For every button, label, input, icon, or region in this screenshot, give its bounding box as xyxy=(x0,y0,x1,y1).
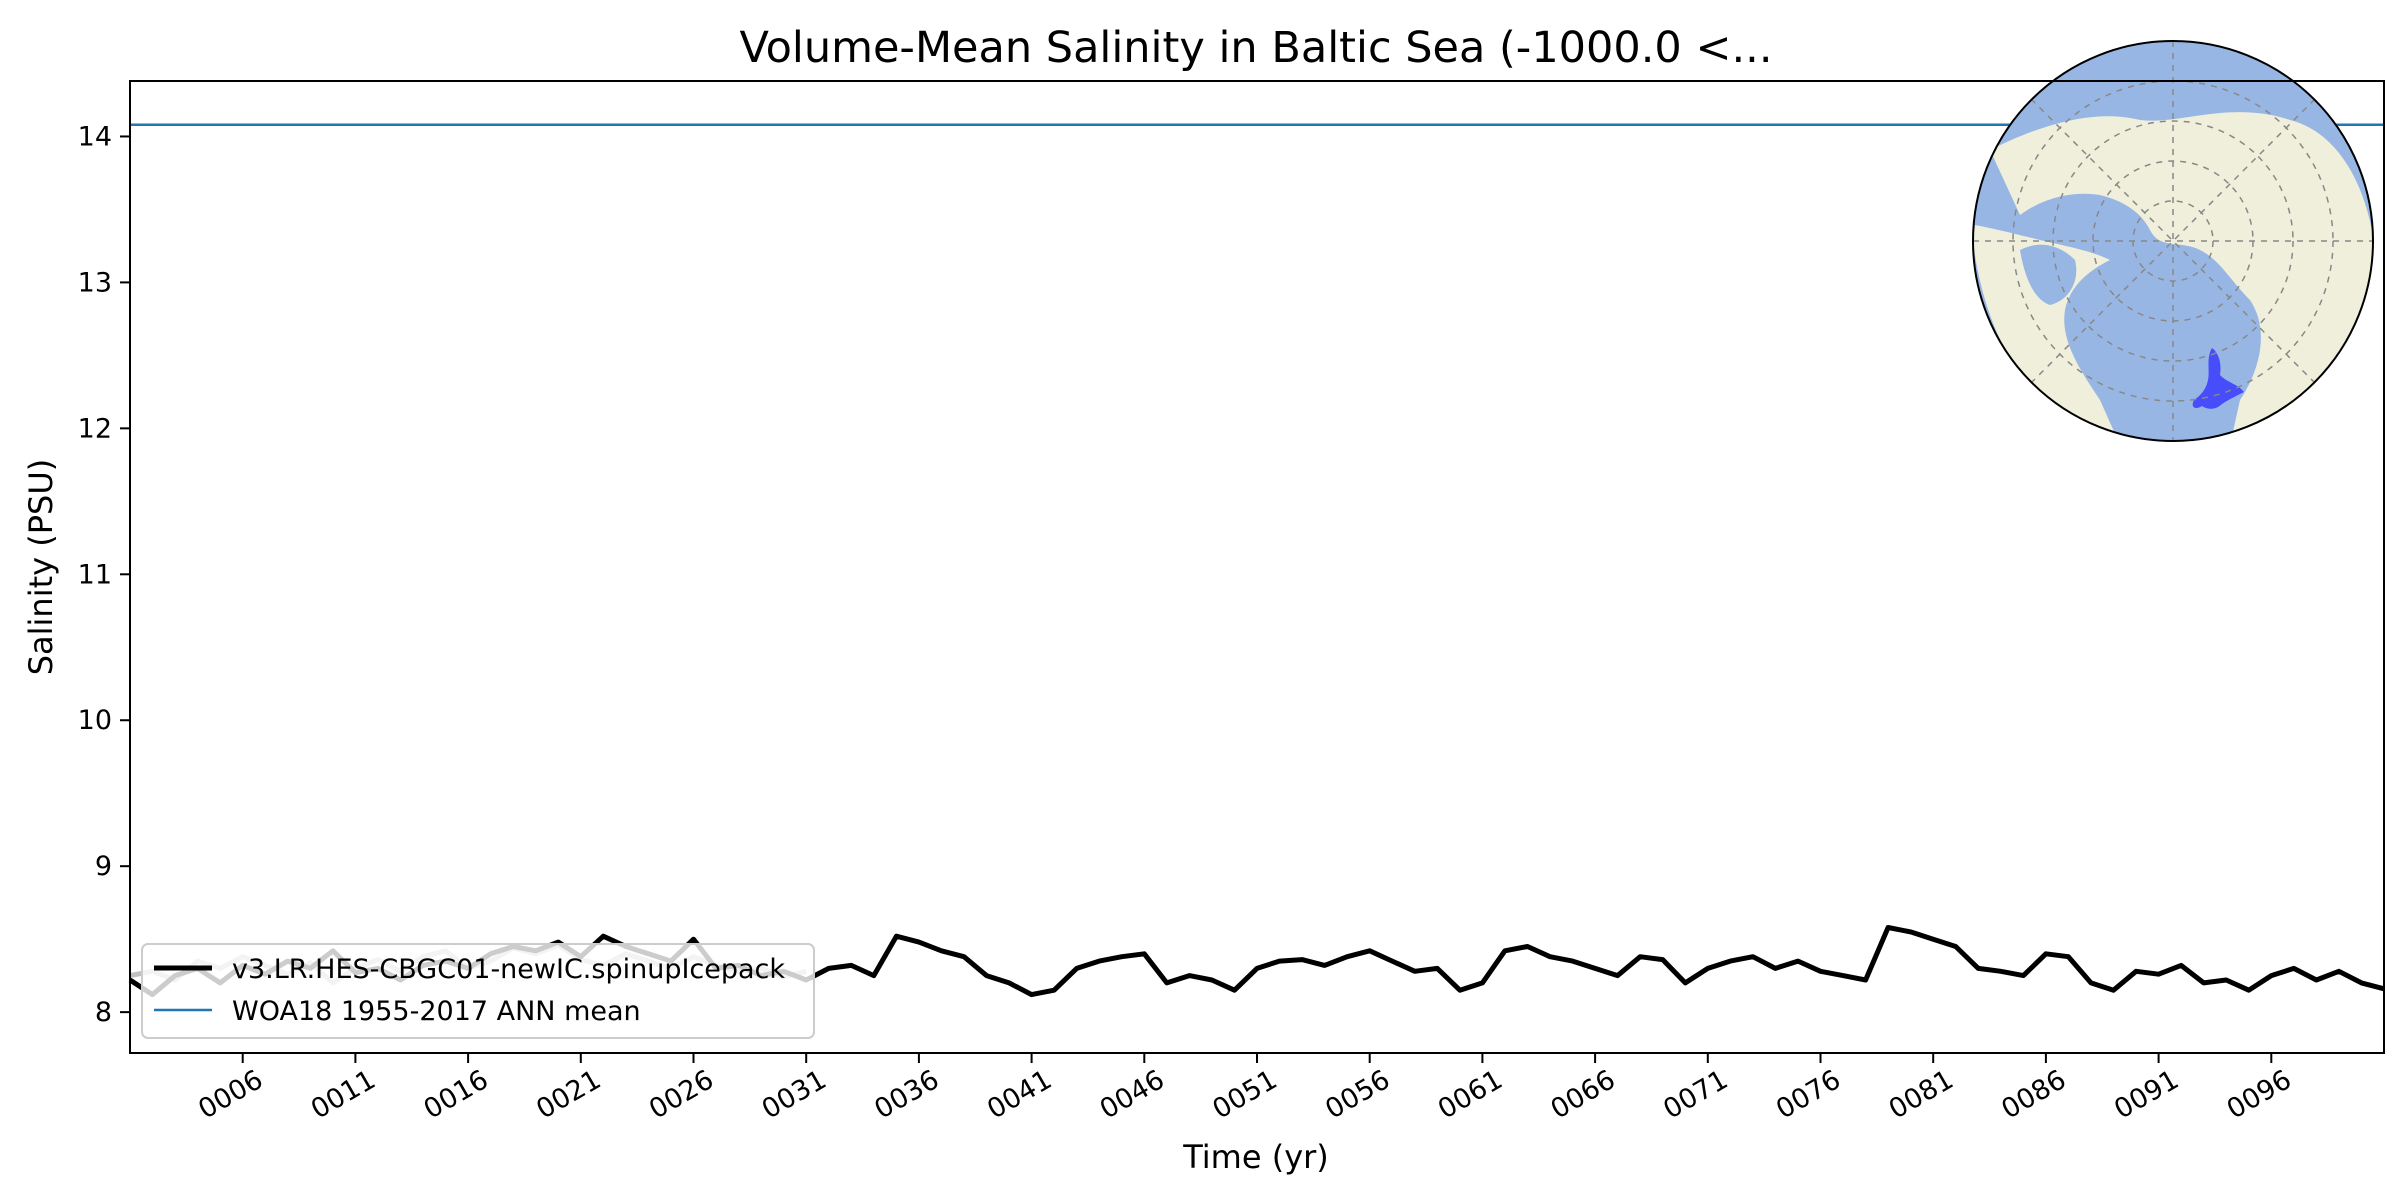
x-tick-label: 0091 xyxy=(2109,1064,2184,1125)
y-tick-label: 11 xyxy=(78,559,112,590)
y-tick-label: 10 xyxy=(78,705,112,736)
x-tick-label: 0071 xyxy=(1658,1064,1733,1125)
x-tick-label: 0026 xyxy=(644,1064,719,1125)
baltic-sea-region xyxy=(2192,348,2244,409)
x-tick-label: 0086 xyxy=(1996,1064,2071,1125)
inset-map xyxy=(1972,40,2374,442)
x-tick-label: 0011 xyxy=(306,1064,381,1125)
map-land-north-america xyxy=(1973,225,2120,441)
x-tick-label: 0056 xyxy=(1320,1064,1395,1125)
y-tick-label: 14 xyxy=(78,121,112,152)
x-axis-label: Time (yr) xyxy=(1182,1138,1329,1176)
x-tick-label: 0051 xyxy=(1207,1064,1282,1125)
map-land-greenland xyxy=(2020,244,2077,305)
x-tick-label: 0016 xyxy=(419,1064,494,1125)
legend: v3.LR.HES-CBGC01-newIC.spinupIcepack WOA… xyxy=(141,943,815,1039)
chart-title: Volume-Mean Salinity in Baltic Sea (-100… xyxy=(740,23,1773,73)
legend-box xyxy=(141,943,815,1039)
map-border xyxy=(1972,40,2374,442)
x-tick-label: 0006 xyxy=(193,1064,268,1125)
y-axis-label: Salinity (PSU) xyxy=(22,459,60,676)
y-tick-label: 9 xyxy=(95,851,112,882)
x-tick-label: 0041 xyxy=(982,1064,1057,1125)
legend-label-woa18: WOA18 1955-2017 ANN mean xyxy=(232,996,641,1027)
y-tick-label: 8 xyxy=(95,997,112,1028)
x-tick-label: 0066 xyxy=(1546,1064,1621,1125)
x-tick-label: 0096 xyxy=(2222,1064,2297,1125)
x-tick-label: 0046 xyxy=(1095,1064,1170,1125)
x-tick-label: 0031 xyxy=(757,1064,832,1125)
y-tick-label: 13 xyxy=(78,267,112,298)
x-tick-label: 0021 xyxy=(531,1064,606,1125)
legend-label-model: v3.LR.HES-CBGC01-newIC.spinupIcepack xyxy=(232,954,785,985)
x-tick-label: 0061 xyxy=(1433,1064,1508,1125)
x-tick-label: 0081 xyxy=(1884,1064,1959,1125)
y-tick-label: 12 xyxy=(78,413,112,444)
x-tick-label: 0036 xyxy=(869,1064,944,1125)
x-tick-label: 0076 xyxy=(1771,1064,1846,1125)
